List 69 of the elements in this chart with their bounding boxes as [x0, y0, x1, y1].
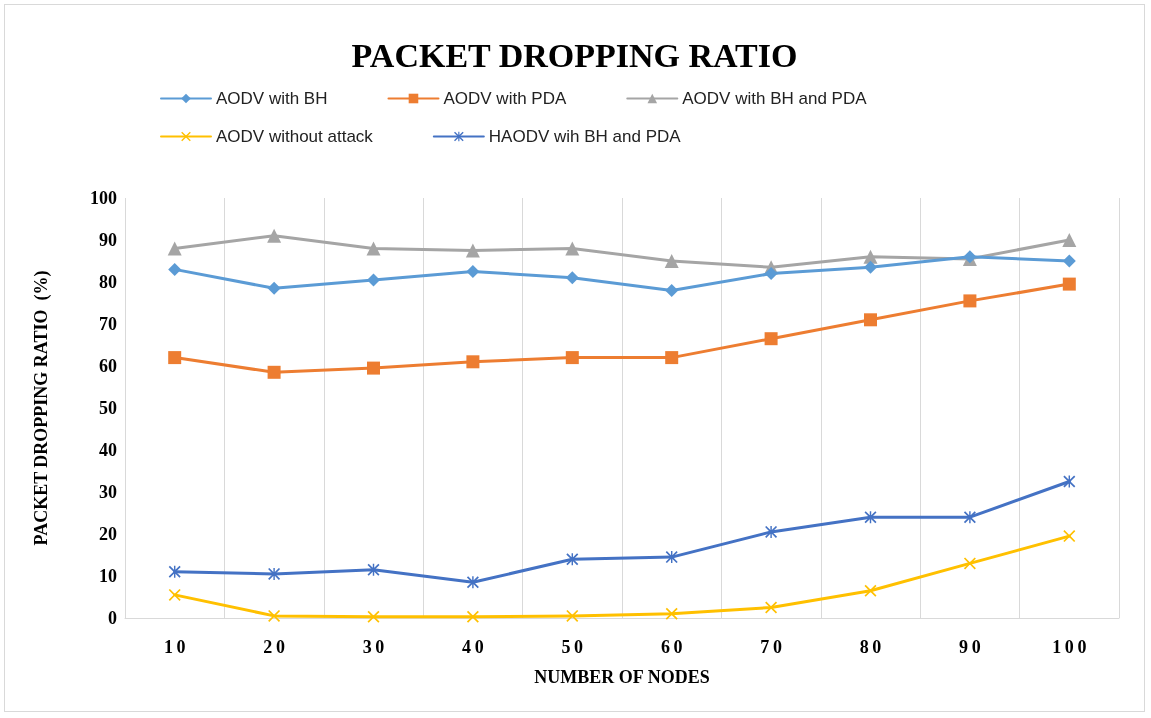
x-tick-label: 1 0 0	[1052, 637, 1087, 657]
legend-label: AODV without attack	[216, 127, 374, 146]
x-tick-label: 1 0	[163, 637, 186, 657]
point	[367, 273, 380, 287]
point	[167, 241, 182, 256]
point	[565, 351, 579, 365]
point	[765, 525, 778, 538]
chart-title: PACKET DROPPING RATIO	[351, 36, 798, 74]
point	[764, 332, 778, 346]
point	[864, 260, 877, 274]
y-tick-label: 90	[99, 230, 117, 250]
y-tick-label: 0	[108, 608, 117, 628]
legend-label: HAODV wih BH and PDA	[488, 127, 682, 146]
point	[665, 607, 678, 620]
y-tick-label: 40	[99, 440, 117, 460]
point	[665, 283, 679, 297]
legend-label: AODV with BH	[216, 89, 328, 108]
x-tick-label: 9 0	[959, 637, 981, 657]
point	[1062, 254, 1076, 268]
point	[466, 576, 479, 589]
point	[168, 565, 181, 578]
y-tick-label: 80	[99, 272, 117, 292]
legend-label: AODV with BH and PDA	[682, 89, 868, 108]
point	[963, 294, 977, 308]
y-tick-label: 30	[99, 482, 117, 502]
point	[1062, 233, 1077, 247]
point	[566, 609, 579, 622]
point	[566, 553, 579, 566]
point	[565, 241, 580, 256]
point	[963, 511, 976, 524]
x-axis-title: NUMBER OF NODES	[534, 667, 710, 687]
point	[466, 355, 480, 369]
point	[664, 254, 679, 268]
point	[267, 365, 281, 379]
point	[367, 361, 380, 375]
point	[168, 262, 182, 276]
point	[864, 584, 877, 597]
x-tick-label: 8 0	[859, 637, 882, 657]
point	[268, 609, 281, 622]
y-tick-label: 10	[99, 566, 117, 586]
point	[465, 243, 480, 258]
x-tick-label: 3 0	[362, 637, 385, 657]
point	[367, 563, 380, 576]
point	[863, 249, 878, 264]
y-tick-label: 60	[99, 356, 117, 376]
point	[268, 567, 281, 580]
y-tick-label: 70	[99, 314, 117, 334]
point	[168, 351, 182, 365]
point	[466, 265, 480, 278]
point	[864, 313, 877, 327]
point	[366, 241, 381, 256]
y-tick-label: 100	[90, 188, 117, 208]
point	[665, 351, 679, 365]
x-tick-label: 5 0	[561, 637, 584, 657]
legend-label: AODV with PDA	[443, 89, 567, 108]
x-tick-label: 7 0	[760, 637, 782, 657]
y-tick-label: 20	[99, 524, 117, 544]
point	[764, 267, 778, 281]
point	[267, 281, 281, 295]
point	[267, 228, 282, 243]
point	[168, 588, 181, 601]
x-tick-label: 2 0	[263, 637, 285, 657]
x-tick-label: 4 0	[462, 637, 484, 657]
y-axis-title: PACKET DROPPING RATIO (%)	[31, 270, 52, 546]
point	[565, 271, 579, 285]
y-tick-label: 50	[99, 398, 117, 418]
point	[1062, 277, 1076, 291]
point	[466, 610, 479, 623]
x-tick-label: 6 0	[660, 637, 683, 657]
